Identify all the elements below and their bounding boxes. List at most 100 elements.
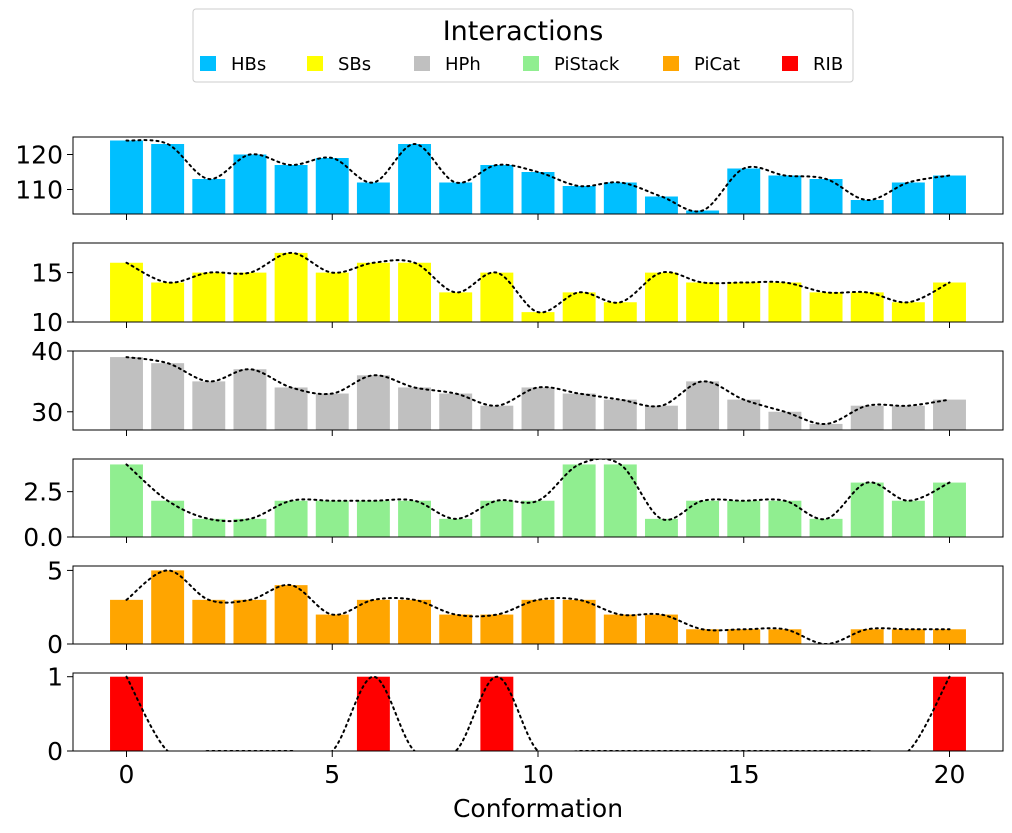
x-tick-label-0: 0 bbox=[119, 760, 135, 789]
bar-sbs-16 bbox=[768, 282, 802, 322]
bar-hph-12 bbox=[603, 399, 637, 430]
bar-sbs-12 bbox=[603, 302, 637, 322]
bar-hbs-11 bbox=[562, 186, 596, 214]
bar-hph-5 bbox=[315, 393, 349, 430]
bar-pistack-4 bbox=[274, 500, 308, 537]
y-tick-label-picat-5: 5 bbox=[47, 556, 63, 585]
trend-line-rib bbox=[125, 675, 951, 751]
bar-picat-18 bbox=[850, 629, 884, 644]
bar-hbs-5 bbox=[315, 158, 349, 214]
bar-hbs-9 bbox=[480, 165, 514, 214]
bar-pistack-2 bbox=[192, 518, 226, 537]
y-tick-label-sbs-10: 10 bbox=[31, 308, 63, 337]
bar-picat-4 bbox=[274, 585, 308, 644]
bar-picat-10 bbox=[521, 599, 555, 644]
bar-sbs-8 bbox=[439, 292, 473, 322]
bar-pistack-3 bbox=[233, 518, 267, 537]
bar-sbs-2 bbox=[192, 272, 226, 322]
bar-sbs-20 bbox=[933, 282, 966, 322]
bar-picat-9 bbox=[480, 614, 514, 644]
bar-sbs-18 bbox=[850, 292, 884, 322]
bar-pistack-9 bbox=[480, 500, 514, 537]
bar-hbs-8 bbox=[439, 182, 473, 214]
y-tick-label-pistack-0: 0.0 bbox=[23, 523, 63, 552]
trend-line-sbs bbox=[125, 251, 951, 314]
bar-hbs-3 bbox=[233, 154, 267, 214]
bar-hph-4 bbox=[274, 387, 308, 430]
bar-picat-11 bbox=[562, 599, 596, 644]
bar-hbs-14 bbox=[686, 210, 720, 214]
bar-rib-6 bbox=[356, 676, 390, 751]
bar-picat-20 bbox=[933, 629, 966, 644]
trend-line-picat bbox=[125, 569, 951, 644]
bar-sbs-19 bbox=[891, 302, 925, 322]
panel-hph-plot-area bbox=[110, 356, 966, 430]
x-tick-label-10: 10 bbox=[522, 760, 554, 789]
bar-sbs-14 bbox=[686, 282, 720, 322]
x-tick-label-15: 15 bbox=[728, 760, 760, 789]
x-axis-label: Conformation bbox=[453, 794, 623, 823]
legend-swatch-rib bbox=[782, 56, 798, 71]
bar-pistack-13 bbox=[644, 518, 678, 537]
bar-hph-8 bbox=[439, 393, 473, 430]
bar-sbs-13 bbox=[644, 272, 678, 322]
bar-picat-16 bbox=[768, 629, 802, 644]
y-tick-label-pistack-2.5: 2.5 bbox=[23, 478, 63, 507]
bar-hph-10 bbox=[521, 387, 555, 430]
panel-rib-frame bbox=[72, 672, 1004, 752]
legend-swatch-hbs bbox=[200, 56, 216, 71]
bar-pistack-15 bbox=[727, 500, 761, 537]
legend-label-hbs: HBs bbox=[231, 54, 266, 75]
bar-pistack-7 bbox=[398, 500, 432, 537]
bar-hph-15 bbox=[727, 399, 761, 430]
bar-hph-0 bbox=[110, 357, 143, 430]
legend: Interactions HBs SBs HPh PiStack PiCat R… bbox=[192, 8, 854, 83]
bar-hph-19 bbox=[891, 405, 925, 430]
x-tick-label-20: 20 bbox=[934, 760, 966, 789]
bar-hph-11 bbox=[562, 393, 596, 430]
bar-hph-3 bbox=[233, 369, 267, 430]
bar-hph-1 bbox=[151, 363, 185, 430]
y-tick-label-sbs-15: 15 bbox=[31, 259, 63, 288]
bar-hbs-16 bbox=[768, 175, 802, 214]
bar-picat-5 bbox=[315, 614, 349, 644]
panel-rib-plot-area bbox=[110, 675, 966, 751]
bar-hph-16 bbox=[768, 411, 802, 430]
legend-swatch-picat bbox=[663, 56, 679, 71]
bar-picat-13 bbox=[644, 614, 678, 644]
bar-rib-0 bbox=[110, 676, 143, 751]
bar-hph-9 bbox=[480, 405, 514, 430]
panel-rib: 010 5 10 15 20 bbox=[47, 663, 1004, 789]
bar-hbs-1 bbox=[151, 144, 185, 214]
bar-hbs-6 bbox=[356, 182, 390, 214]
bar-hbs-0 bbox=[110, 140, 143, 214]
y-tick-label-hph-40: 40 bbox=[31, 337, 63, 366]
bar-pistack-8 bbox=[439, 518, 473, 537]
bar-picat-15 bbox=[727, 629, 761, 644]
bar-hbs-2 bbox=[192, 179, 226, 214]
trend-line-hbs bbox=[125, 139, 951, 213]
legend-swatch-pistack bbox=[523, 56, 539, 71]
legend-swatch-sbs bbox=[307, 56, 323, 71]
bar-hbs-18 bbox=[850, 200, 884, 214]
bar-hbs-15 bbox=[727, 168, 761, 214]
bar-sbs-5 bbox=[315, 272, 349, 322]
bar-pistack-20 bbox=[933, 482, 966, 537]
bar-sbs-3 bbox=[233, 272, 267, 322]
bar-hph-14 bbox=[686, 381, 720, 430]
bar-pistack-10 bbox=[521, 500, 555, 537]
bar-picat-19 bbox=[891, 629, 925, 644]
bar-pistack-17 bbox=[809, 518, 843, 537]
y-tick-label-hph-30: 30 bbox=[31, 398, 63, 427]
bar-picat-7 bbox=[398, 599, 432, 644]
bar-picat-14 bbox=[686, 629, 720, 644]
bar-sbs-11 bbox=[562, 292, 596, 322]
legend-label-pistack: PiStack bbox=[554, 54, 620, 75]
bar-pistack-18 bbox=[850, 482, 884, 537]
panel-sbs: 10 15 bbox=[31, 242, 1004, 337]
bar-sbs-1 bbox=[151, 282, 185, 322]
y-tick-label-rib-1: 1 bbox=[47, 663, 63, 692]
legend-label-hph: HPh bbox=[445, 54, 481, 75]
